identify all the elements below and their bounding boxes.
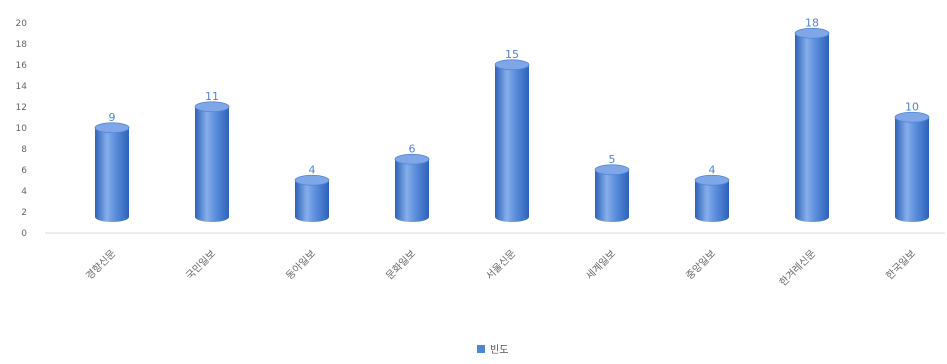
bar-cap	[494, 59, 530, 71]
bar-body	[695, 180, 729, 222]
bar-cap	[694, 174, 730, 186]
bar-body	[895, 117, 929, 222]
x-tick-label: 중앙일보	[684, 248, 719, 283]
data-label: 11	[205, 90, 219, 103]
data-label: 9	[109, 111, 116, 124]
bar-body	[595, 169, 629, 222]
bar	[694, 174, 730, 222]
x-tick-label: 동아일보	[284, 248, 319, 283]
bar-body	[195, 106, 229, 222]
data-label: 18	[805, 16, 819, 29]
y-axis: 0 2 4 6 8 10 12 14 16 18 20	[16, 19, 945, 239]
data-label: 5	[609, 153, 616, 166]
legend-swatch	[477, 345, 485, 353]
y-tick-label: 18	[16, 40, 28, 50]
bar	[594, 164, 630, 222]
y-tick-label: 10	[16, 124, 28, 134]
y-tick-label: 20	[16, 19, 28, 29]
x-tick-label: 경향신문	[83, 247, 118, 282]
bar-cap	[594, 164, 630, 176]
x-tick-label: 국민일보	[184, 248, 219, 283]
bar-cap	[294, 174, 330, 186]
bar-body	[795, 33, 829, 222]
bar-cap	[194, 101, 230, 113]
data-label: 15	[505, 48, 519, 61]
x-tick-label: 한국일보	[884, 248, 919, 283]
data-label: 4	[709, 163, 716, 176]
bars: 9 11 4 6 15 5 4 18 10	[94, 16, 930, 222]
y-tick-label: 14	[16, 82, 28, 92]
legend: 빈도	[477, 344, 508, 356]
y-tick-label: 2	[21, 208, 27, 218]
legend-label: 빈도	[490, 344, 508, 356]
y-tick-label: 16	[16, 61, 28, 71]
x-tick-label: 세계일보	[584, 248, 619, 283]
x-tick-label: 문화일보	[384, 248, 419, 283]
bar-cap	[394, 153, 430, 165]
y-tick-label: 8	[21, 145, 27, 155]
y-tick-label: 0	[21, 229, 27, 239]
bar-body	[95, 127, 129, 222]
y-tick-label: 12	[16, 103, 27, 113]
bar	[194, 101, 230, 222]
bar-cap	[94, 122, 130, 134]
bar-cap	[894, 111, 930, 123]
bar	[394, 153, 430, 222]
x-tick-label: 한겨레신문	[777, 248, 818, 289]
bar	[494, 59, 530, 222]
bar	[794, 27, 830, 222]
bar	[894, 111, 930, 222]
bar-body	[395, 159, 429, 222]
y-tick-label: 6	[21, 166, 27, 176]
x-axis: 경향신문 국민일보 동아일보 문화일보 서울신문 세계일보 중앙일보 한겨레신문 한국일보	[83, 247, 918, 289]
x-tick-label: 서울신문	[484, 248, 519, 283]
bar-body	[495, 64, 529, 222]
bar	[294, 174, 330, 222]
data-label: 10	[905, 100, 919, 113]
bar-body	[295, 180, 329, 222]
y-tick-label: 4	[21, 187, 27, 197]
bar	[94, 122, 130, 222]
data-label: 6	[409, 142, 416, 155]
data-label: 4	[309, 163, 316, 176]
bar-cap	[794, 27, 830, 39]
